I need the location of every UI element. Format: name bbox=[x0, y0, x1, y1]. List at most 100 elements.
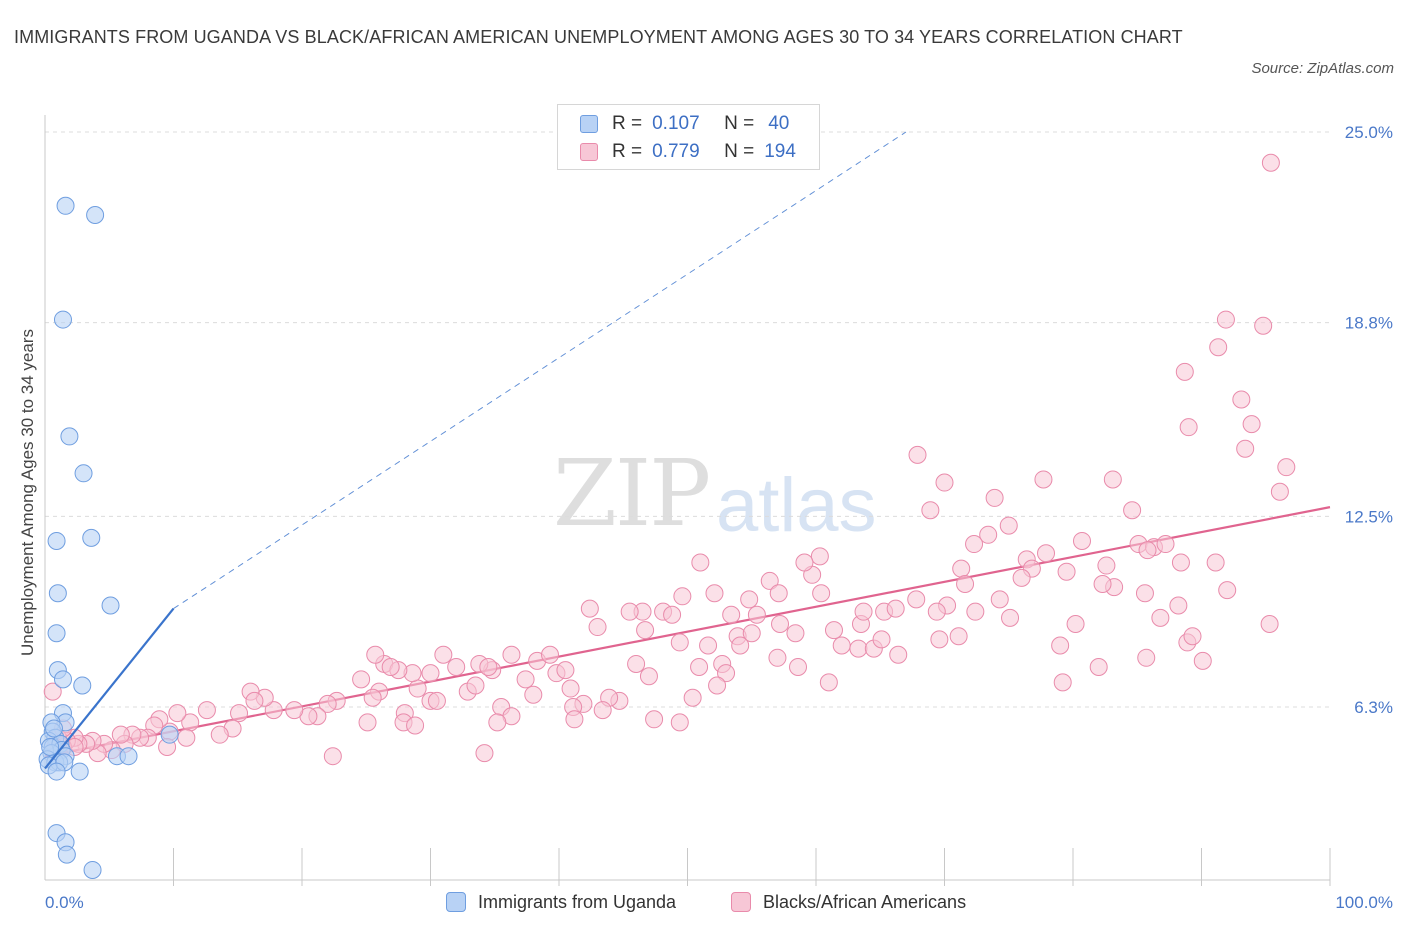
point-black-african-american bbox=[43, 682, 62, 701]
point-black-african-american bbox=[466, 676, 485, 695]
point-uganda bbox=[160, 725, 179, 744]
point-black-african-american bbox=[886, 599, 905, 618]
point-black-african-american bbox=[210, 725, 229, 744]
point-uganda bbox=[83, 860, 102, 879]
point-black-african-american bbox=[1066, 614, 1085, 633]
legend-r-value: 0.779 bbox=[652, 141, 700, 162]
legend-n-label: N = bbox=[724, 113, 755, 134]
legend-n-label: N = bbox=[724, 141, 755, 162]
series-legend-black: Blacks/African Americans bbox=[731, 888, 966, 916]
point-black-african-american bbox=[742, 624, 761, 643]
point-black-african-american bbox=[832, 636, 851, 655]
point-black-african-american bbox=[358, 713, 377, 732]
point-black-african-american bbox=[1001, 608, 1020, 627]
point-black-african-american bbox=[1169, 596, 1188, 615]
point-uganda bbox=[48, 584, 67, 603]
point-black-african-american bbox=[1012, 568, 1031, 587]
point-black-african-american bbox=[561, 679, 580, 698]
point-uganda bbox=[47, 531, 66, 550]
point-black-african-american bbox=[264, 701, 283, 720]
legend-row-uganda: R = 0.107 N = 40 bbox=[580, 111, 789, 137]
point-black-african-american bbox=[740, 590, 759, 609]
point-black-african-american bbox=[1242, 415, 1261, 434]
point-black-african-american bbox=[1270, 482, 1289, 501]
y-tick-label: 18.8% bbox=[1345, 314, 1393, 333]
point-black-african-american bbox=[663, 605, 682, 624]
point-uganda bbox=[47, 624, 66, 643]
point-black-african-american bbox=[1097, 556, 1116, 575]
point-black-african-american bbox=[111, 725, 130, 744]
point-black-african-american bbox=[1135, 584, 1154, 603]
point-black-african-american bbox=[952, 559, 971, 578]
point-black-african-american bbox=[636, 621, 655, 640]
point-black-african-american bbox=[771, 614, 790, 633]
point-black-african-american bbox=[769, 584, 788, 603]
correlation-legend: R = 0.107 N = 40 R = 0.779 N = 194 bbox=[557, 104, 820, 170]
point-black-african-american bbox=[488, 713, 507, 732]
point-black-african-american bbox=[639, 667, 658, 686]
x-tick-label-min: 0.0% bbox=[45, 893, 84, 912]
data-points bbox=[38, 153, 1296, 879]
point-black-african-american bbox=[979, 525, 998, 544]
watermark-zip: ZIP bbox=[553, 440, 711, 547]
point-black-african-american bbox=[1103, 470, 1122, 489]
point-uganda bbox=[74, 464, 93, 483]
point-black-african-american bbox=[683, 688, 702, 707]
point-black-african-american bbox=[824, 621, 843, 640]
point-black-african-american bbox=[849, 639, 868, 658]
point-black-african-american bbox=[908, 445, 927, 464]
point-black-african-american bbox=[949, 627, 968, 646]
point-black-african-american bbox=[673, 587, 692, 606]
point-black-african-american bbox=[854, 602, 873, 621]
point-black-african-american bbox=[1175, 362, 1194, 381]
point-black-african-american bbox=[1053, 673, 1072, 692]
point-black-african-american bbox=[1206, 553, 1225, 572]
point-black-african-american bbox=[690, 658, 709, 677]
point-black-african-american bbox=[1179, 418, 1198, 437]
point-black-african-american bbox=[285, 701, 304, 720]
point-black-african-american bbox=[593, 701, 612, 720]
point-black-african-american bbox=[421, 664, 440, 683]
series-swatch-pink bbox=[731, 892, 751, 912]
point-black-african-american bbox=[323, 747, 342, 766]
point-black-african-american bbox=[1151, 608, 1170, 627]
uganda-trend-extension bbox=[173, 131, 907, 610]
point-black-african-american bbox=[381, 658, 400, 677]
point-black-african-american bbox=[731, 636, 750, 655]
legend-n-value: 194 bbox=[764, 141, 796, 162]
legend-swatch-blue bbox=[580, 115, 598, 133]
point-black-african-american bbox=[930, 630, 949, 649]
point-uganda bbox=[56, 196, 75, 215]
point-black-african-american bbox=[177, 728, 196, 747]
point-black-african-american bbox=[705, 584, 724, 603]
point-black-african-american bbox=[1123, 501, 1142, 520]
point-black-african-american bbox=[1254, 316, 1273, 335]
point-black-african-american bbox=[786, 624, 805, 643]
point-black-african-american bbox=[990, 590, 1009, 609]
series-legend-uganda: Immigrants from Uganda bbox=[446, 888, 676, 916]
point-black-african-american bbox=[1236, 439, 1255, 458]
x-tick-label-max: 100.0% bbox=[1335, 893, 1393, 912]
point-black-african-american bbox=[565, 710, 584, 729]
point-black-african-american bbox=[588, 618, 607, 637]
point-uganda bbox=[101, 596, 120, 615]
point-black-african-american bbox=[1156, 535, 1175, 554]
point-black-african-american bbox=[1057, 562, 1076, 581]
point-uganda bbox=[47, 762, 66, 781]
point-black-african-american bbox=[1034, 470, 1053, 489]
point-black-african-american bbox=[556, 661, 575, 680]
point-black-african-american bbox=[966, 602, 985, 621]
series-swatch-blue bbox=[446, 892, 466, 912]
watermark-atlas: atlas bbox=[716, 463, 877, 548]
uganda-trend-line bbox=[44, 607, 175, 770]
axes bbox=[44, 115, 1331, 886]
source-label: Source: ZipAtlas.com bbox=[1251, 60, 1394, 77]
point-black-african-american bbox=[789, 658, 808, 677]
point-black-african-american bbox=[1037, 544, 1056, 563]
point-black-african-american bbox=[475, 744, 494, 763]
point-black-african-american bbox=[927, 602, 946, 621]
point-black-african-american bbox=[795, 553, 814, 572]
point-uganda bbox=[44, 719, 63, 738]
point-black-african-american bbox=[768, 648, 787, 667]
